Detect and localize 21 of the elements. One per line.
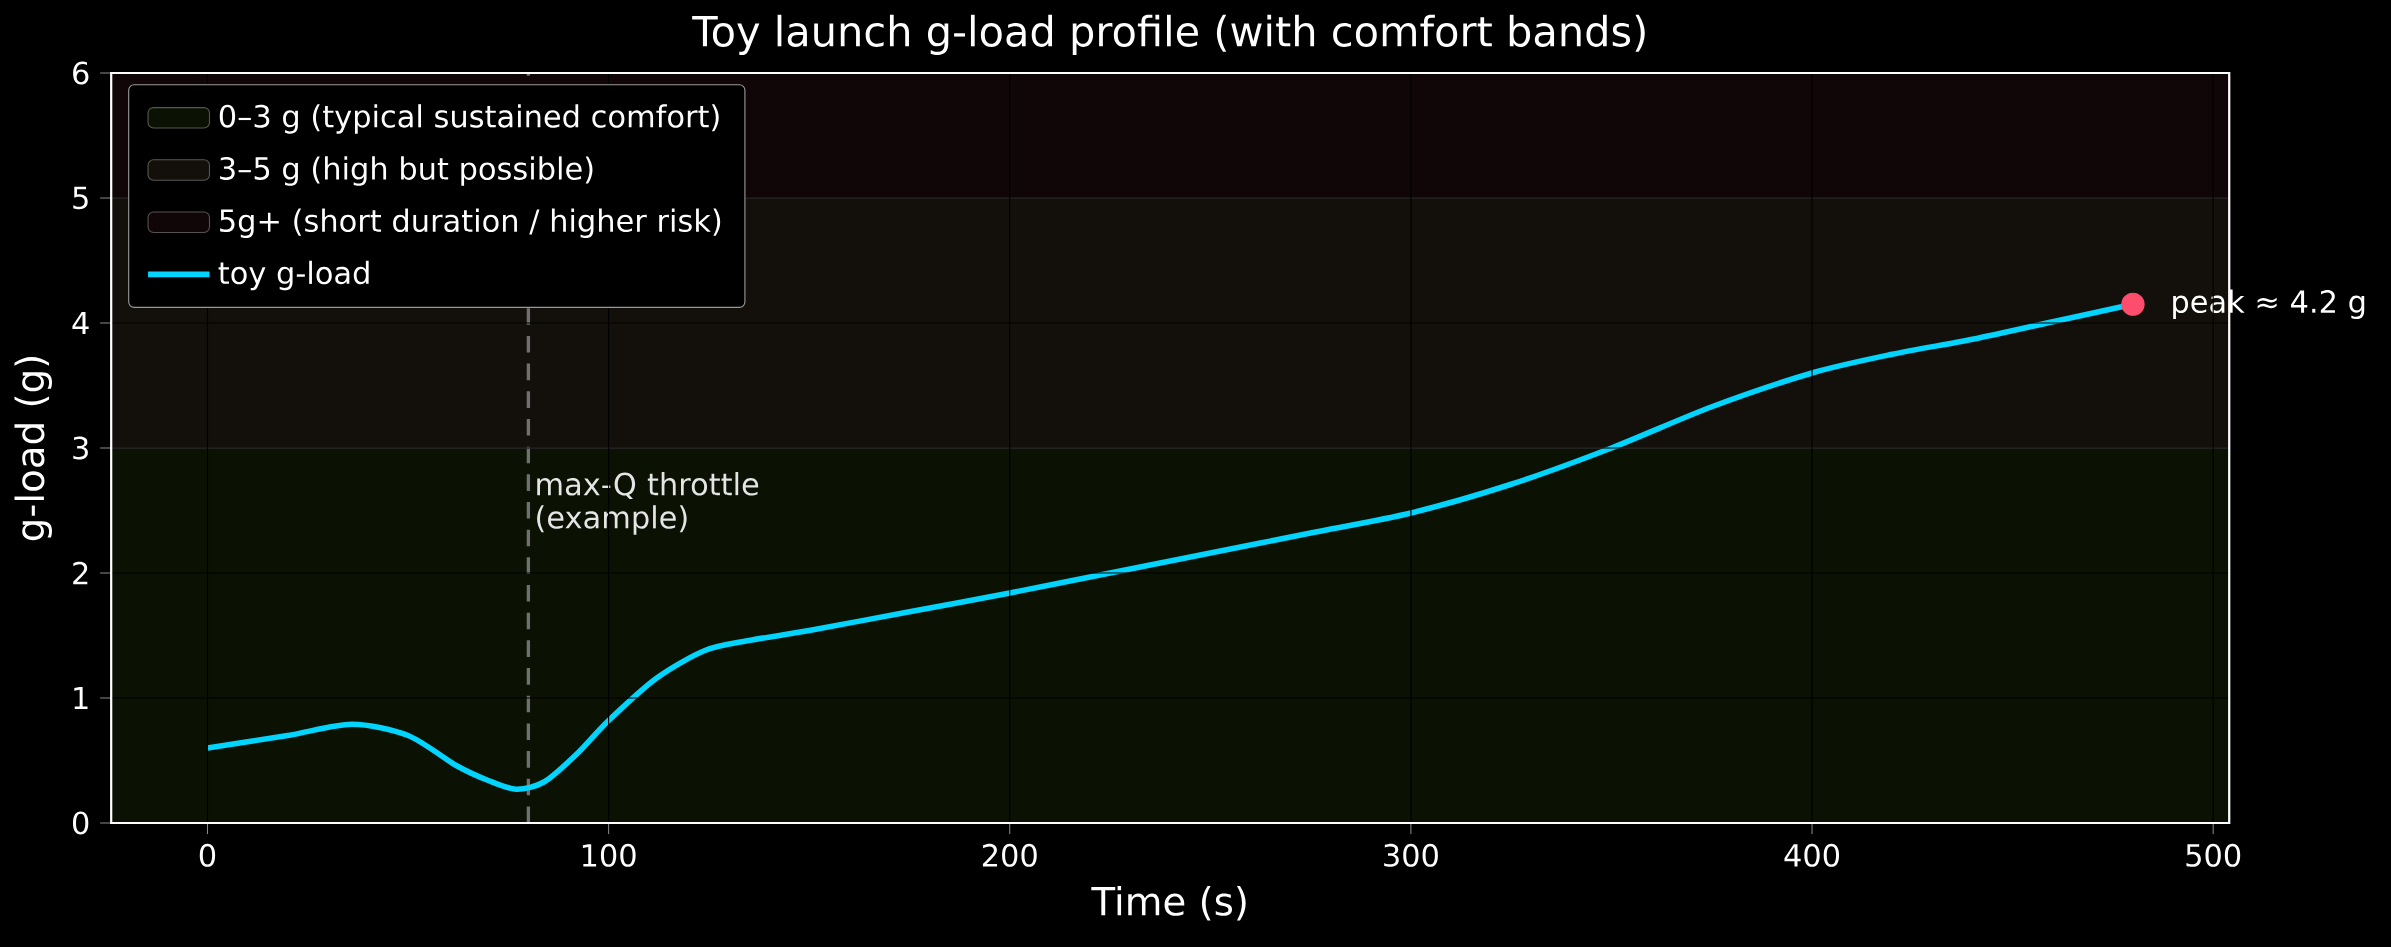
legend-label: toy g-load — [218, 260, 369, 291]
x-tick-label: 100 — [582, 843, 636, 867]
legend-label: 5g+ (short duration / higher risk) — [220, 208, 721, 239]
y-tick-label: 0 — [72, 811, 89, 835]
legend-label: 3–5 g (high but possible) — [220, 156, 593, 186]
y-tick-label: 6 — [73, 61, 89, 85]
y-tick-label: 1 — [74, 686, 88, 710]
y-tick-label: 5 — [73, 186, 88, 210]
x-tick-label: 400 — [1784, 843, 1840, 867]
ref-line-label: max-Q throttle (example) — [537, 472, 759, 535]
y-tick-label: 2 — [73, 561, 88, 585]
legend-label: 0–3 g (typical sustained comfort) — [219, 104, 719, 134]
x-tick-label: 300 — [1384, 843, 1438, 867]
y-axis-title: g-load (g) — [14, 357, 52, 541]
x-axis-title: Time (s) — [1091, 885, 1246, 921]
x-tick-label: 500 — [2186, 843, 2241, 867]
y-tick-label: 4 — [72, 311, 89, 335]
y-tick-label: 3 — [73, 436, 88, 460]
chart-title: Toy launch g-load profile (with comfort bands) — [692, 14, 1645, 55]
x-tick-label: 200 — [982, 843, 1037, 867]
x-tick-label: 0 — [199, 843, 216, 867]
